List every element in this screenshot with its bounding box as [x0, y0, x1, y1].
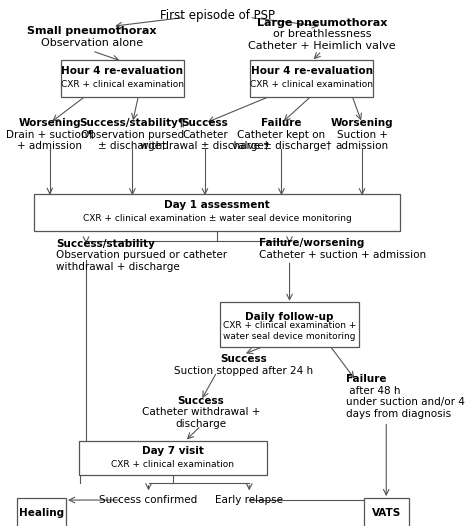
- Text: Success: Success: [220, 354, 266, 364]
- FancyBboxPatch shape: [61, 60, 184, 97]
- FancyBboxPatch shape: [364, 498, 409, 528]
- Text: Suction stopped after 24 h: Suction stopped after 24 h: [173, 366, 313, 376]
- Text: Day 1 assessment: Day 1 assessment: [164, 200, 270, 210]
- Text: Small pneumothorax: Small pneumothorax: [27, 26, 157, 36]
- Text: Worsening: Worsening: [331, 118, 393, 128]
- FancyBboxPatch shape: [220, 302, 359, 347]
- Text: valve ± discharge†: valve ± discharge†: [232, 141, 331, 151]
- Text: Catheter: Catheter: [182, 130, 228, 140]
- Text: Drain + suction¶: Drain + suction¶: [6, 130, 94, 140]
- Text: Hour 4 re-evaluation: Hour 4 re-evaluation: [251, 66, 373, 76]
- Text: CXR + clinical examination: CXR + clinical examination: [250, 80, 373, 89]
- Text: Day 7 visit: Day 7 visit: [142, 446, 204, 456]
- Text: Catheter + Heimlich valve: Catheter + Heimlich valve: [248, 41, 396, 51]
- Text: First episode of PSP: First episode of PSP: [160, 10, 274, 22]
- Text: or breathlessness: or breathlessness: [273, 29, 371, 39]
- Text: Success/stability: Success/stability: [56, 239, 155, 249]
- Text: + admission: + admission: [17, 141, 82, 151]
- Text: Success: Success: [182, 118, 228, 128]
- Text: CXR + clinical examination: CXR + clinical examination: [61, 80, 184, 89]
- FancyBboxPatch shape: [250, 60, 374, 97]
- FancyBboxPatch shape: [18, 498, 66, 528]
- Text: Catheter + suction + admission: Catheter + suction + admission: [259, 250, 427, 260]
- FancyBboxPatch shape: [79, 441, 266, 476]
- Text: Observation alone: Observation alone: [41, 38, 143, 48]
- Text: Large pneumothorax: Large pneumothorax: [256, 17, 387, 28]
- Text: Observation pursed: Observation pursed: [81, 130, 184, 140]
- Text: Observation pursued or catheter: Observation pursued or catheter: [56, 250, 227, 260]
- Text: withdrawal + discharge: withdrawal + discharge: [56, 262, 180, 271]
- Text: CXR + clinical examination +
water seal device monitoring: CXR + clinical examination + water seal …: [223, 321, 356, 341]
- Text: Hour 4 re-evaluation: Hour 4 re-evaluation: [61, 66, 183, 76]
- Text: Worsening: Worsening: [18, 118, 81, 128]
- Text: Success/stability¶: Success/stability¶: [80, 118, 185, 128]
- Text: admission: admission: [336, 141, 389, 151]
- Text: Catheter withdrawal +: Catheter withdrawal +: [142, 407, 260, 417]
- Text: Suction +: Suction +: [337, 130, 388, 140]
- Text: Failure: Failure: [261, 118, 302, 128]
- Text: after 48 h: after 48 h: [346, 386, 401, 396]
- Text: Success: Success: [178, 396, 224, 406]
- Text: withdrawal ± discharge†: withdrawal ± discharge†: [140, 141, 269, 151]
- Text: Success confirmed: Success confirmed: [100, 495, 198, 505]
- Text: Catheter kept on: Catheter kept on: [237, 130, 326, 140]
- Text: VATS: VATS: [372, 508, 401, 518]
- Text: Early relapse: Early relapse: [215, 495, 283, 505]
- Text: Failure: Failure: [346, 374, 386, 384]
- Text: discharge: discharge: [175, 418, 227, 428]
- Text: CXR + clinical examination: CXR + clinical examination: [111, 460, 234, 469]
- Text: under suction and/or 4: under suction and/or 4: [346, 397, 465, 407]
- Text: Daily follow-up: Daily follow-up: [245, 312, 334, 322]
- Text: days from diagnosis: days from diagnosis: [346, 409, 451, 418]
- Text: Failure/worsening: Failure/worsening: [259, 238, 365, 248]
- Text: ± discharge†: ± discharge†: [98, 141, 166, 151]
- FancyBboxPatch shape: [35, 194, 400, 231]
- Text: Healing: Healing: [19, 508, 64, 518]
- Text: CXR + clinical examination ± water seal device monitoring: CXR + clinical examination ± water seal …: [82, 214, 351, 223]
